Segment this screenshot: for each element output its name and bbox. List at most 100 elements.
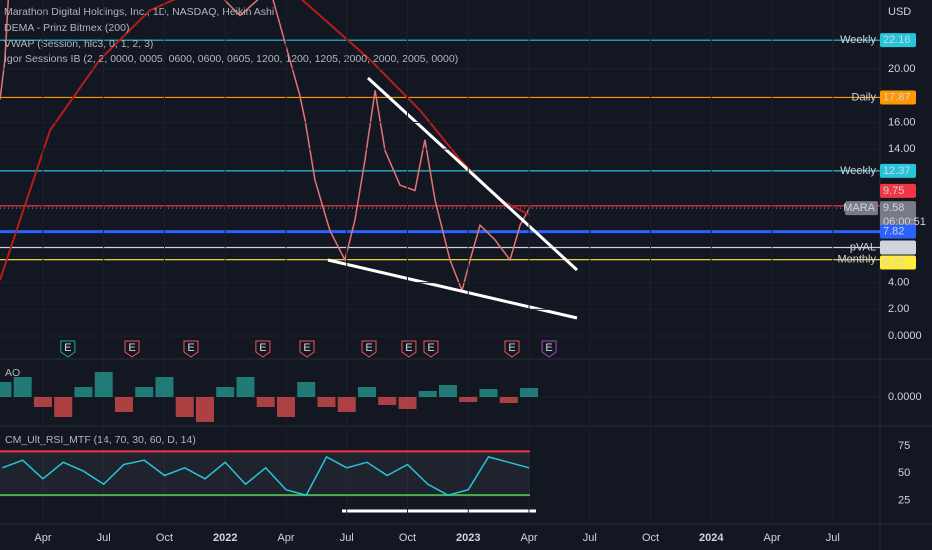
price-label-box bbox=[880, 255, 916, 270]
x-tick-label: Apr bbox=[277, 532, 294, 544]
series-line bbox=[2, 455, 530, 497]
currency: USD bbox=[888, 6, 911, 18]
earnings-marker bbox=[255, 340, 271, 358]
x-tick-label: Apr bbox=[520, 532, 537, 544]
x-tick-label: Apr bbox=[763, 532, 780, 544]
price-label-box bbox=[880, 224, 916, 239]
earnings-marker bbox=[401, 340, 417, 358]
indicator-label: Igor Sessions IB (2, 2, 0000, 0005, 0600… bbox=[4, 53, 458, 65]
price-label-box bbox=[880, 163, 916, 178]
ao-bar bbox=[175, 397, 194, 417]
price-label: 9.75 bbox=[883, 185, 904, 197]
ao-bar bbox=[479, 389, 498, 397]
ao-bar bbox=[418, 391, 437, 397]
ao-bar bbox=[378, 397, 397, 405]
x-tick-label: Jul bbox=[583, 532, 597, 544]
x-tick-label: Apr bbox=[34, 532, 51, 544]
price-label: 6.63 bbox=[883, 241, 904, 253]
earnings-label: E bbox=[303, 342, 310, 354]
ao-bar bbox=[357, 387, 376, 397]
earnings-marker bbox=[183, 340, 199, 358]
y-tick-label: 16.00 bbox=[888, 116, 916, 128]
ao-bar bbox=[216, 387, 235, 397]
ao-bar bbox=[236, 377, 255, 397]
x-tick-label: Oct bbox=[156, 532, 173, 544]
x-tick-label: Oct bbox=[399, 532, 416, 544]
y-tick-label: 25 bbox=[898, 495, 910, 507]
earnings-label: E bbox=[187, 342, 194, 354]
symbol-tag bbox=[845, 201, 878, 216]
earnings-label: E bbox=[508, 342, 515, 354]
earnings-marker bbox=[361, 340, 377, 358]
ao-bar bbox=[459, 397, 478, 402]
ao-bar bbox=[0, 382, 12, 397]
x-tick-label: Oct bbox=[642, 532, 659, 544]
x-tick-label: Jul bbox=[340, 532, 354, 544]
earnings-marker bbox=[124, 340, 140, 358]
x-tick-label: 2022 bbox=[213, 532, 237, 544]
price-label-box bbox=[880, 201, 916, 230]
ao-bar bbox=[155, 377, 174, 397]
y-tick-label: 0.0000 bbox=[888, 391, 922, 403]
x-tick-label: Jul bbox=[97, 532, 111, 544]
ao-bar bbox=[114, 397, 133, 412]
ao-bar bbox=[499, 397, 518, 403]
earnings-label: E bbox=[64, 342, 71, 354]
y-tick-label: 50 bbox=[898, 467, 910, 479]
earnings-label: E bbox=[365, 342, 372, 354]
price-label-box bbox=[880, 90, 916, 105]
price-label-box bbox=[880, 33, 916, 48]
ao-bar bbox=[439, 385, 457, 397]
y-tick-label: 2.00 bbox=[888, 303, 909, 315]
earnings-marker bbox=[60, 340, 76, 358]
price-label: 12.37 bbox=[883, 165, 911, 177]
ao-bar bbox=[276, 397, 295, 417]
ao-bar bbox=[297, 382, 316, 397]
level-label: Weekly bbox=[840, 165, 876, 177]
price-label-box bbox=[880, 240, 916, 255]
earnings-label: E bbox=[259, 342, 266, 354]
rsi-band bbox=[0, 451, 530, 496]
symbol-tag-text: MARA bbox=[843, 202, 875, 214]
price-label: 9.58 bbox=[883, 202, 904, 214]
ao-bar bbox=[54, 397, 73, 417]
level-label: Weekly bbox=[840, 34, 876, 46]
main-pane bbox=[0, 0, 880, 294]
price-label: 22.16 bbox=[883, 34, 911, 46]
earnings-label: E bbox=[545, 342, 552, 354]
ao-bar bbox=[398, 397, 417, 409]
earnings-marker bbox=[504, 340, 520, 358]
x-tick-label: Jul bbox=[826, 532, 840, 544]
earnings-marker bbox=[423, 340, 439, 358]
earnings-marker bbox=[541, 340, 557, 358]
y-tick-label: 14.00 bbox=[888, 143, 916, 155]
ao-bar bbox=[317, 397, 336, 407]
y-tick-label: 4.00 bbox=[888, 277, 909, 289]
ao-bar bbox=[195, 397, 214, 422]
earnings-label: E bbox=[405, 342, 412, 354]
series-line bbox=[0, 0, 531, 294]
y-tick-label: 75 bbox=[898, 440, 910, 452]
ao-title: AO bbox=[5, 367, 20, 379]
trendline bbox=[327, 258, 578, 320]
indicator-label: VWAP (Session, hlc3, 0, 1, 2, 3) bbox=[4, 38, 153, 50]
ao-bar bbox=[13, 377, 32, 397]
ao-bar bbox=[520, 388, 539, 397]
indicator-label: DEMA - Prinz Bitmex (200) bbox=[4, 22, 129, 34]
price-label: 5.72 bbox=[883, 256, 904, 268]
ao-bar bbox=[337, 397, 356, 412]
earnings-label: E bbox=[128, 342, 135, 354]
price-label: 17.87 bbox=[883, 91, 911, 103]
level-label: Monthly bbox=[837, 254, 876, 266]
level-label: Daily bbox=[852, 91, 877, 103]
y-tick-label: 0.0000 bbox=[888, 330, 922, 342]
ao-bar bbox=[33, 397, 52, 407]
ao-bar bbox=[135, 387, 154, 397]
ao-bar bbox=[256, 397, 275, 407]
price-label-box bbox=[880, 183, 916, 198]
ao-bar bbox=[94, 372, 113, 397]
ao-bar bbox=[74, 387, 93, 397]
trendline bbox=[366, 76, 579, 272]
earnings-marker bbox=[299, 340, 315, 358]
